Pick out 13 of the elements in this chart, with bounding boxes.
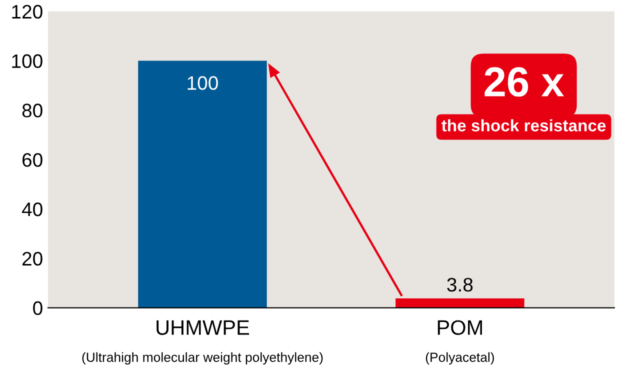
y-tick-label: 0 <box>33 301 42 316</box>
annotation: the shock resistance <box>442 119 606 132</box>
data-label: 100 <box>188 76 218 90</box>
y-tick-label: 60 <box>22 153 42 167</box>
y-tick-label: 40 <box>22 202 42 216</box>
data-label: 3.8 <box>447 278 473 292</box>
y-tick-label: 120 <box>12 4 42 19</box>
y-tick-label: 80 <box>22 104 42 118</box>
x-tick-label: POM (Polyacetal) <box>426 320 494 365</box>
y-tick-label: 20 <box>22 252 42 266</box>
annotation: 26 x <box>484 67 564 97</box>
y-tick-label: 100 <box>12 54 42 68</box>
x-tick-label: UHMWPE (Ultrahigh molecular weight polyethylene) <box>82 320 323 365</box>
